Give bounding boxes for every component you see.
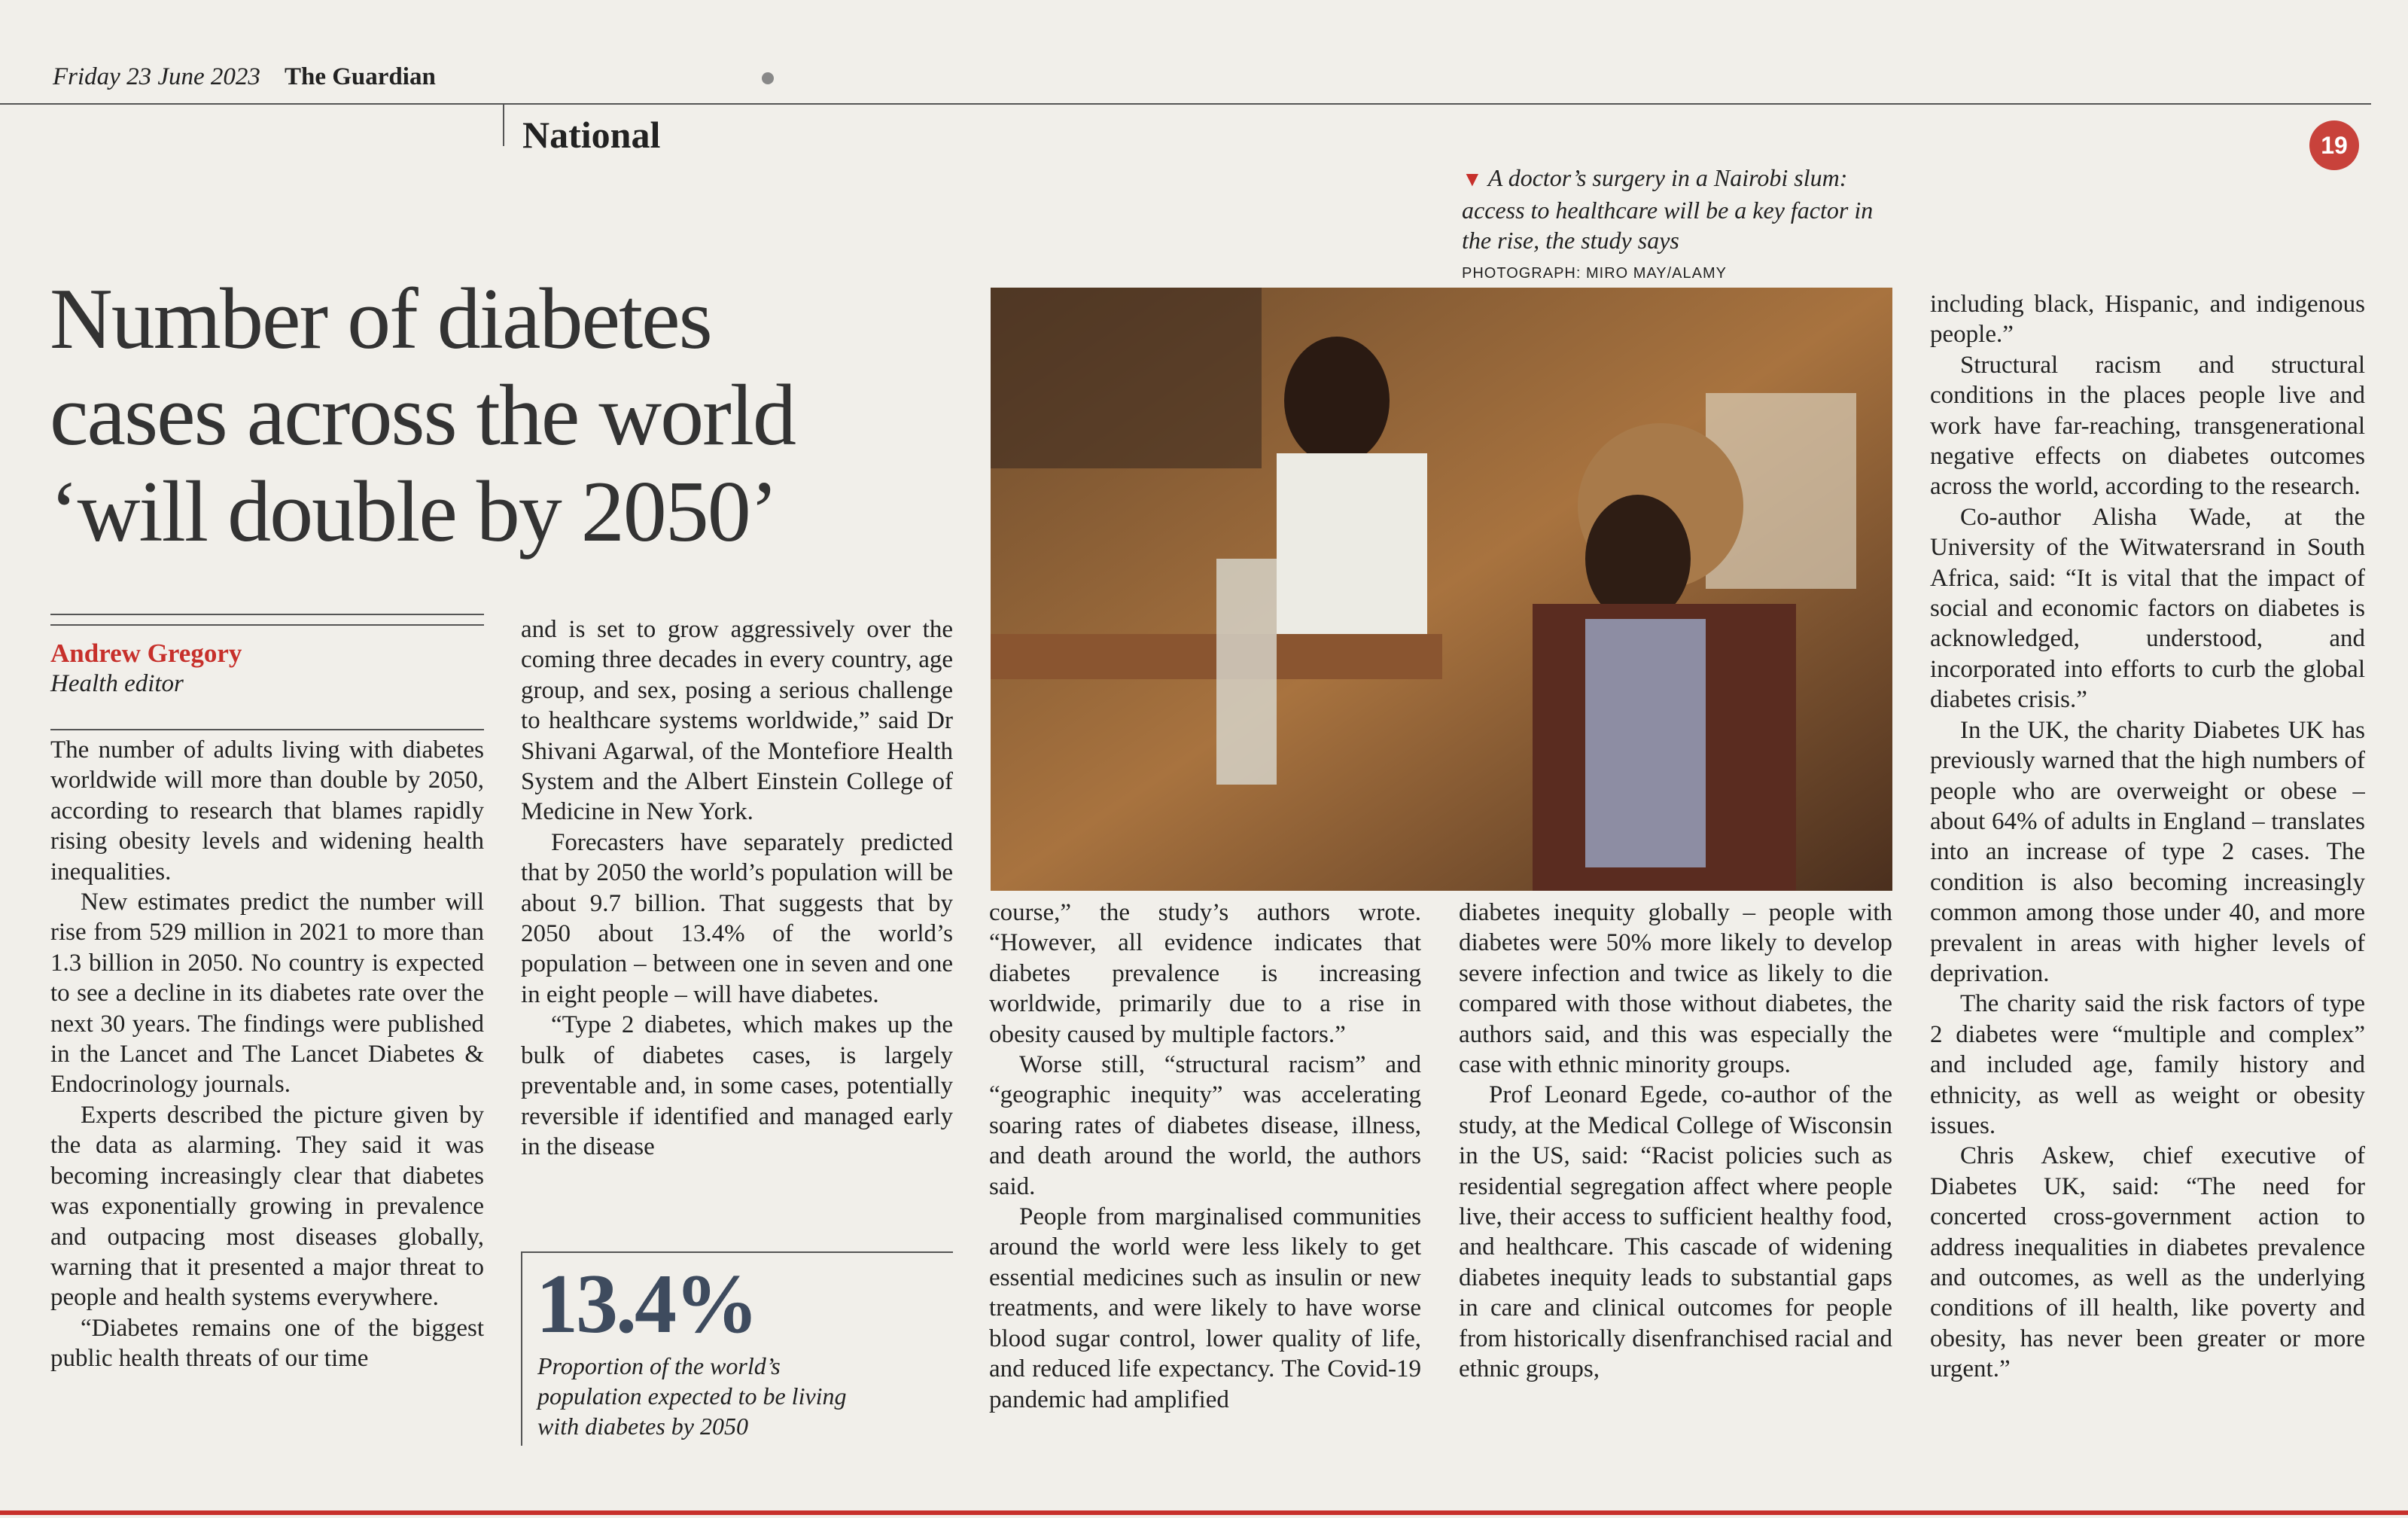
paragraph: Worse still, “structural racism” and “ge… xyxy=(989,1051,1421,1200)
headline-line: Number of diabetes xyxy=(50,271,713,367)
paragraph: including black, Hispanic, and indigenou… xyxy=(1930,291,2365,349)
paragraph: “Diabetes remains one of the biggest pub… xyxy=(50,1314,484,1373)
paragraph: Forecasters have separately predicted th… xyxy=(521,828,953,1008)
paragraph: course,” the study’s authors wrote. “How… xyxy=(989,899,1421,1048)
byline-rule xyxy=(50,729,484,730)
paragraph: Chris Askew, chief executive of Diabetes… xyxy=(1930,1142,2365,1383)
caption-text: A doctor’s surgery in a Nairobi slum: ac… xyxy=(1462,164,1874,254)
byline-rule xyxy=(50,614,484,626)
paragraph: Experts described the picture given by t… xyxy=(50,1101,484,1312)
column: including black, Hispanic, and indigenou… xyxy=(1930,289,2365,1449)
headline-line: cases across the world xyxy=(50,367,796,464)
headline-line: ‘will double by 2050’ xyxy=(50,464,778,560)
caption-marker: ▼ xyxy=(1462,168,1488,191)
paragraph: New estimates predict the number will ri… xyxy=(50,889,484,1099)
paragraph: In the UK, the charity Diabetes UK has p… xyxy=(1930,716,2365,987)
paragraph: diabetes inequity globally – people with… xyxy=(1459,899,1892,1079)
byline-name: Andrew Gregory xyxy=(50,639,242,668)
paragraph: The charity said the risk factors of typ… xyxy=(1930,990,2365,1139)
paragraph: The number of adults living with diabete… xyxy=(50,736,484,886)
photo xyxy=(991,288,1892,891)
paragraph: “Type 2 diabetes, which makes up the bul… xyxy=(521,1011,953,1160)
paragraph: Co-author Alisha Wade, at the University… xyxy=(1930,503,2365,714)
page-number: 19 xyxy=(2309,120,2359,170)
pullquote-text: Proportion of the world’s population exp… xyxy=(537,1352,847,1440)
pullquote-rule xyxy=(521,1251,522,1446)
byline-role: Health editor xyxy=(50,670,184,697)
column: course,” the study’s authors wrote. “How… xyxy=(989,898,1421,1447)
photo-caption: ▼ A doctor’s surgery in a Nairobi slum: … xyxy=(1462,163,1898,255)
column: and is set to grow aggressively over the… xyxy=(521,614,953,1226)
pullquote-rule xyxy=(521,1251,953,1253)
paragraph: Structural racism and structural conditi… xyxy=(1930,351,2365,501)
footer-rule xyxy=(0,1510,2408,1515)
dot xyxy=(762,72,774,84)
paragraph: and is set to grow aggressively over the… xyxy=(521,616,953,826)
headline: Number of diabetes cases across the world… xyxy=(50,271,796,560)
pullquote-figure: 13.4% xyxy=(536,1257,759,1351)
paragraph: People from marginalised communities aro… xyxy=(989,1203,1421,1413)
paragraph: Prof Leonard Egede, co-author of the stu… xyxy=(1459,1081,1892,1383)
section-label: National xyxy=(522,114,661,156)
photo-credit: PHOTOGRAPH: MIRO MAY/ALAMY xyxy=(1462,265,1727,282)
header-rule xyxy=(0,103,2371,105)
paper-name: The Guardian xyxy=(285,63,436,90)
date: Friday 23 June 2023 xyxy=(53,63,260,90)
section-divider xyxy=(503,104,504,146)
column: The number of adults living with diabete… xyxy=(50,735,484,1443)
column: diabetes inequity globally – people with… xyxy=(1459,898,1892,1447)
